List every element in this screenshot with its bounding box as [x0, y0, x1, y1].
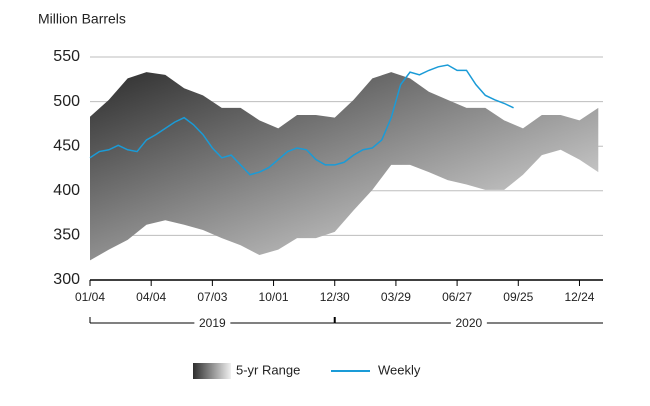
group-label: 2019 [199, 316, 226, 330]
y-tick-label: 550 [53, 48, 80, 65]
group-label-bg [450, 315, 487, 331]
range-band [90, 72, 599, 261]
x-tick-label: 06/27 [442, 290, 472, 304]
y-axis-label: Million Barrels [38, 11, 126, 27]
y-tick-label: 350 [53, 227, 80, 244]
group-label: 2020 [456, 316, 483, 330]
x-tick-label: 01/04 [75, 290, 105, 304]
group-label-bg [194, 315, 231, 331]
x-tick-label: 07/03 [197, 290, 227, 304]
y-tick-label: 400 [53, 182, 80, 199]
y-tick-label: 450 [53, 137, 80, 154]
x-tick-label: 12/24 [564, 290, 594, 304]
x-tick-label: 12/30 [320, 290, 350, 304]
x-tick-label: 10/01 [259, 290, 289, 304]
x-tick-label: 04/04 [136, 290, 166, 304]
y-tick-label: 500 [53, 93, 80, 110]
legend-swatch [193, 363, 231, 379]
legend-label: Weekly [378, 362, 421, 377]
legend-label: 5-yr Range [236, 362, 300, 377]
y-tick-label: 300 [53, 271, 80, 288]
x-tick-label: 03/29 [381, 290, 411, 304]
weekly-line [89, 64, 514, 176]
x-tick-label: 09/25 [503, 290, 533, 304]
